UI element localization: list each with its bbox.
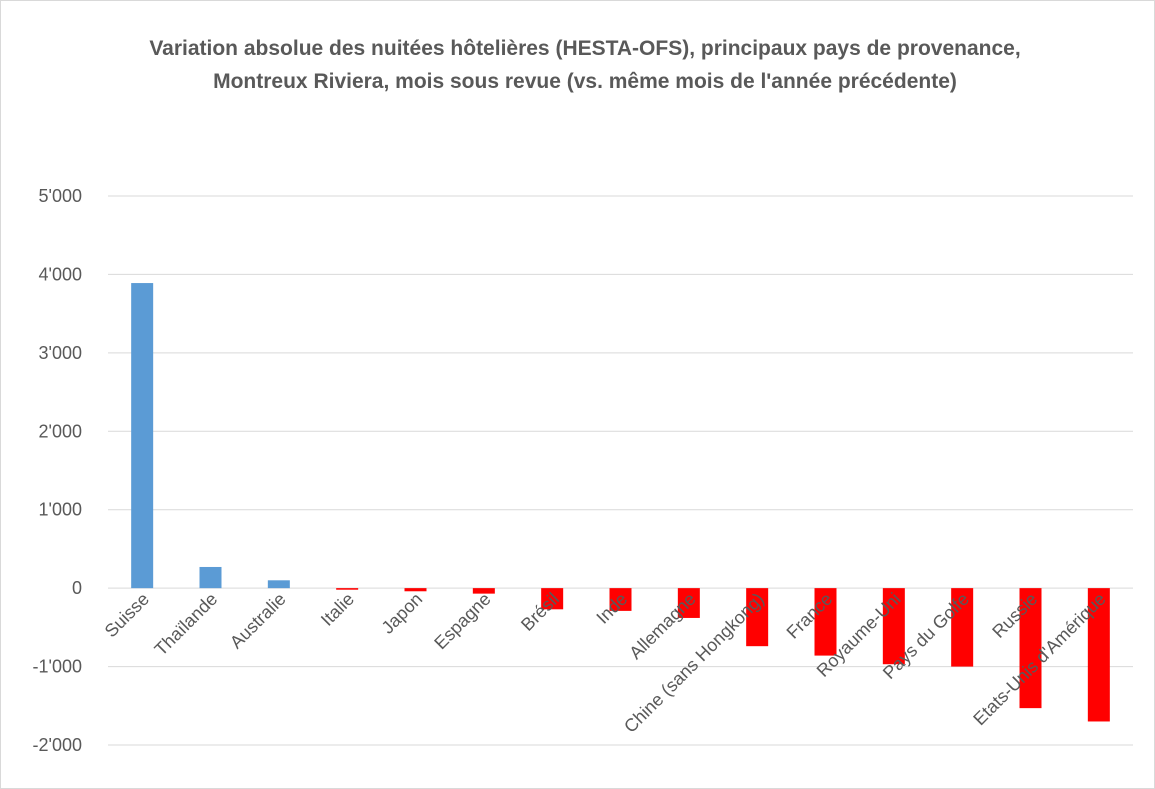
bar	[1019, 588, 1042, 709]
category-label: Thaïlande	[151, 589, 222, 660]
bar	[951, 588, 974, 667]
bar	[1087, 588, 1110, 722]
y-tick-label: -2'000	[33, 735, 82, 755]
bar	[609, 588, 632, 611]
category-label: Australie	[226, 589, 290, 653]
y-tick-label: 1'000	[39, 500, 82, 520]
category-label: Italie	[317, 589, 358, 630]
y-tick-label: 4'000	[39, 264, 82, 284]
bar	[882, 588, 905, 665]
bar	[199, 566, 222, 589]
bar	[336, 588, 359, 590]
bar	[541, 588, 564, 610]
category-label: Allemagne	[625, 589, 699, 663]
y-tick-label: 2'000	[39, 421, 82, 441]
y-tick-label: 0	[72, 578, 82, 598]
category-label: Japon	[378, 589, 427, 638]
category-label: Suisse	[101, 589, 153, 641]
bar	[404, 588, 427, 592]
y-tick-label: 5'000	[39, 186, 82, 206]
bar	[472, 588, 495, 594]
bar	[131, 283, 154, 589]
category-label: Espagne	[430, 589, 494, 653]
bar	[677, 588, 700, 618]
chart-title: Variation absolue des nuitées hôtelières…	[149, 37, 1021, 93]
bar	[267, 580, 290, 589]
y-tick-label: -1'000	[33, 657, 82, 677]
bar	[814, 588, 837, 656]
y-tick-label: 3'000	[39, 343, 82, 363]
bar	[746, 588, 769, 647]
